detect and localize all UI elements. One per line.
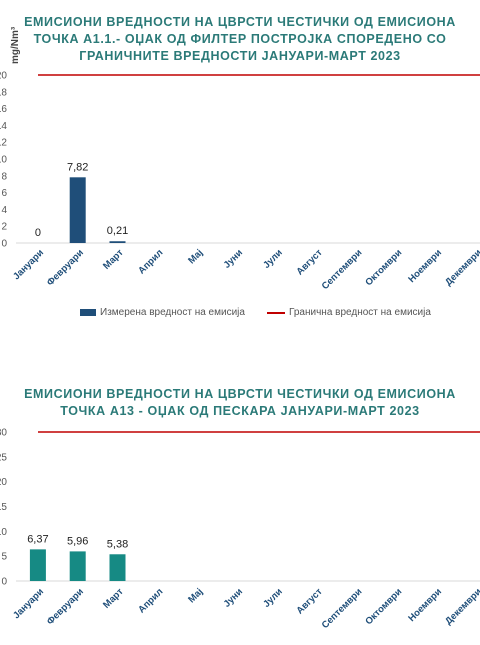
- y-tick-label: 0: [1, 577, 7, 588]
- x-tick-label: Ноември: [406, 586, 444, 624]
- chart-2-title-line: ТОЧКА А13 - ОЏАК ОД ПЕСКАРА ЈАНУАРИ-МАРТ…: [60, 404, 420, 418]
- legend-swatch-bar: [80, 309, 96, 316]
- x-tick-label: Јули: [261, 586, 285, 610]
- data-label: 5,96: [67, 535, 88, 547]
- y-tick-label: 16: [0, 104, 7, 115]
- y-tick-label: 30: [0, 428, 7, 439]
- y-tick-label: 18: [0, 87, 7, 98]
- y-tick-label: 15: [0, 502, 7, 513]
- bar: [29, 549, 46, 581]
- y-tick-label: 4: [1, 205, 7, 216]
- bar: [69, 177, 86, 243]
- data-label: 0,21: [107, 225, 128, 237]
- y-tick-label: 20: [0, 477, 7, 488]
- data-label: 7,82: [67, 161, 88, 173]
- x-tick-label: Август: [294, 586, 324, 616]
- x-tick-label: Декември: [443, 586, 480, 627]
- chart-1-legend: Измерена вредност на емисија Гранична вр…: [0, 307, 480, 321]
- chart-1: 02468101214161820mg/Nm³07,820,21ЈануариФ…: [0, 26, 480, 292]
- data-label: 5,38: [107, 538, 128, 550]
- y-axis-unit-label: mg/Nm³: [10, 26, 21, 64]
- bar: [109, 241, 126, 243]
- x-tick-label: Мај: [186, 586, 205, 605]
- x-tick-label: Март: [101, 586, 126, 611]
- y-tick-label: 8: [1, 171, 7, 182]
- x-tick-label: Февруари: [45, 586, 86, 627]
- y-tick-label: 2: [1, 222, 7, 233]
- y-tick-label: 10: [0, 527, 7, 538]
- legend-label-measured: Измерена вредност на емисија: [100, 307, 245, 318]
- chart-2-title: ЕМИСИОНИ ВРЕДНОСТИ НА ЦВРСТИ ЧЕСТИЧКИ ОД…: [0, 386, 480, 420]
- bar: [69, 551, 86, 581]
- chart-1-title-line: ГРАНИЧНИТЕ ВРЕДНОСТИ ЈАНУАРИ-МАРТ 2023: [79, 49, 401, 63]
- chart-2-title-line: ЕМИСИОНИ ВРЕДНОСТИ НА ЦВРСТИ ЧЕСТИЧКИ ОД…: [24, 387, 456, 401]
- legend-swatch-line: [267, 311, 285, 314]
- chart-1-title-line: ЕМИСИОНИ ВРЕДНОСТИ НА ЦВРСТИ ЧЕСТИЧКИ ОД…: [24, 15, 456, 29]
- bar: [109, 554, 126, 581]
- y-tick-label: 12: [0, 138, 7, 149]
- y-tick-label: 25: [0, 452, 7, 463]
- chart-1-title: ЕМИСИОНИ ВРЕДНОСТИ НА ЦВРСТИ ЧЕСТИЧКИ ОД…: [0, 14, 480, 65]
- y-tick-label: 20: [0, 71, 7, 82]
- y-tick-label: 10: [0, 155, 7, 166]
- x-tick-label: Јуни: [222, 586, 246, 610]
- y-tick-label: 0: [1, 239, 7, 250]
- x-tick-label: Јануари: [11, 586, 46, 621]
- data-label: 0: [35, 227, 41, 239]
- legend-item-limit: Гранична вредност на емисија: [267, 307, 431, 318]
- y-tick-label: 5: [1, 552, 7, 563]
- x-tick-label: Октомври: [363, 586, 404, 627]
- y-tick-label: 14: [0, 121, 7, 132]
- data-label: 6,37: [27, 533, 48, 545]
- legend-item-measured: Измерена вредност на емисија: [80, 307, 245, 318]
- x-tick-label: Април: [136, 586, 165, 615]
- legend-label-limit: Гранична вредност на емисија: [289, 307, 431, 318]
- y-tick-label: 6: [1, 188, 7, 199]
- chart-1-title-line: ТОЧКА А1.1.- ОЏАК ОД ФИЛТЕР ПОСТРОЈКА СП…: [33, 32, 447, 46]
- x-tick-label: Септември: [320, 586, 365, 631]
